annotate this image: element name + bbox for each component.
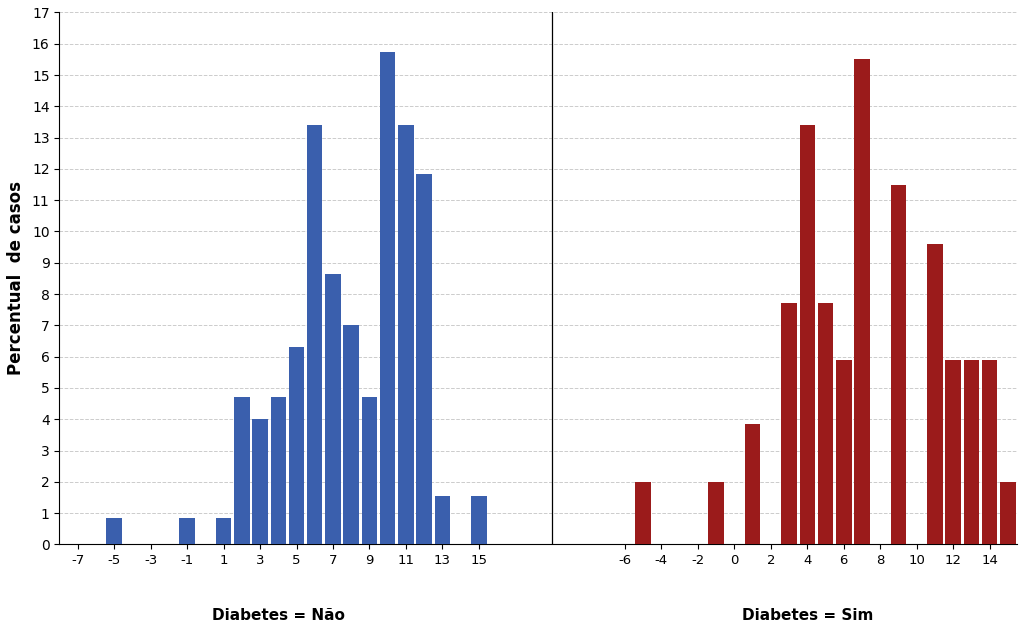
- Bar: [781, 303, 797, 544]
- Bar: [709, 482, 724, 544]
- Bar: [744, 424, 760, 544]
- Bar: [398, 125, 414, 544]
- Bar: [326, 274, 341, 544]
- Bar: [380, 52, 395, 544]
- Bar: [854, 59, 869, 544]
- Bar: [106, 518, 122, 544]
- Text: Diabetes = Sim: Diabetes = Sim: [741, 608, 873, 623]
- Bar: [800, 125, 815, 544]
- Bar: [1019, 482, 1024, 544]
- Bar: [927, 244, 943, 544]
- Bar: [982, 360, 997, 544]
- Bar: [234, 397, 250, 544]
- Bar: [270, 397, 286, 544]
- Bar: [836, 360, 852, 544]
- Bar: [179, 518, 195, 544]
- Text: Diabetes = Não: Diabetes = Não: [212, 608, 345, 623]
- Bar: [1000, 482, 1016, 544]
- Bar: [818, 303, 834, 544]
- Bar: [289, 348, 304, 544]
- Bar: [216, 518, 231, 544]
- Bar: [252, 419, 267, 544]
- Bar: [891, 185, 906, 544]
- Y-axis label: Percentual  de casos: Percentual de casos: [7, 182, 25, 376]
- Bar: [964, 360, 979, 544]
- Bar: [361, 397, 377, 544]
- Bar: [417, 173, 432, 544]
- Bar: [434, 496, 451, 544]
- Bar: [945, 360, 961, 544]
- Bar: [471, 496, 486, 544]
- Bar: [343, 325, 359, 544]
- Bar: [635, 482, 651, 544]
- Bar: [307, 125, 323, 544]
